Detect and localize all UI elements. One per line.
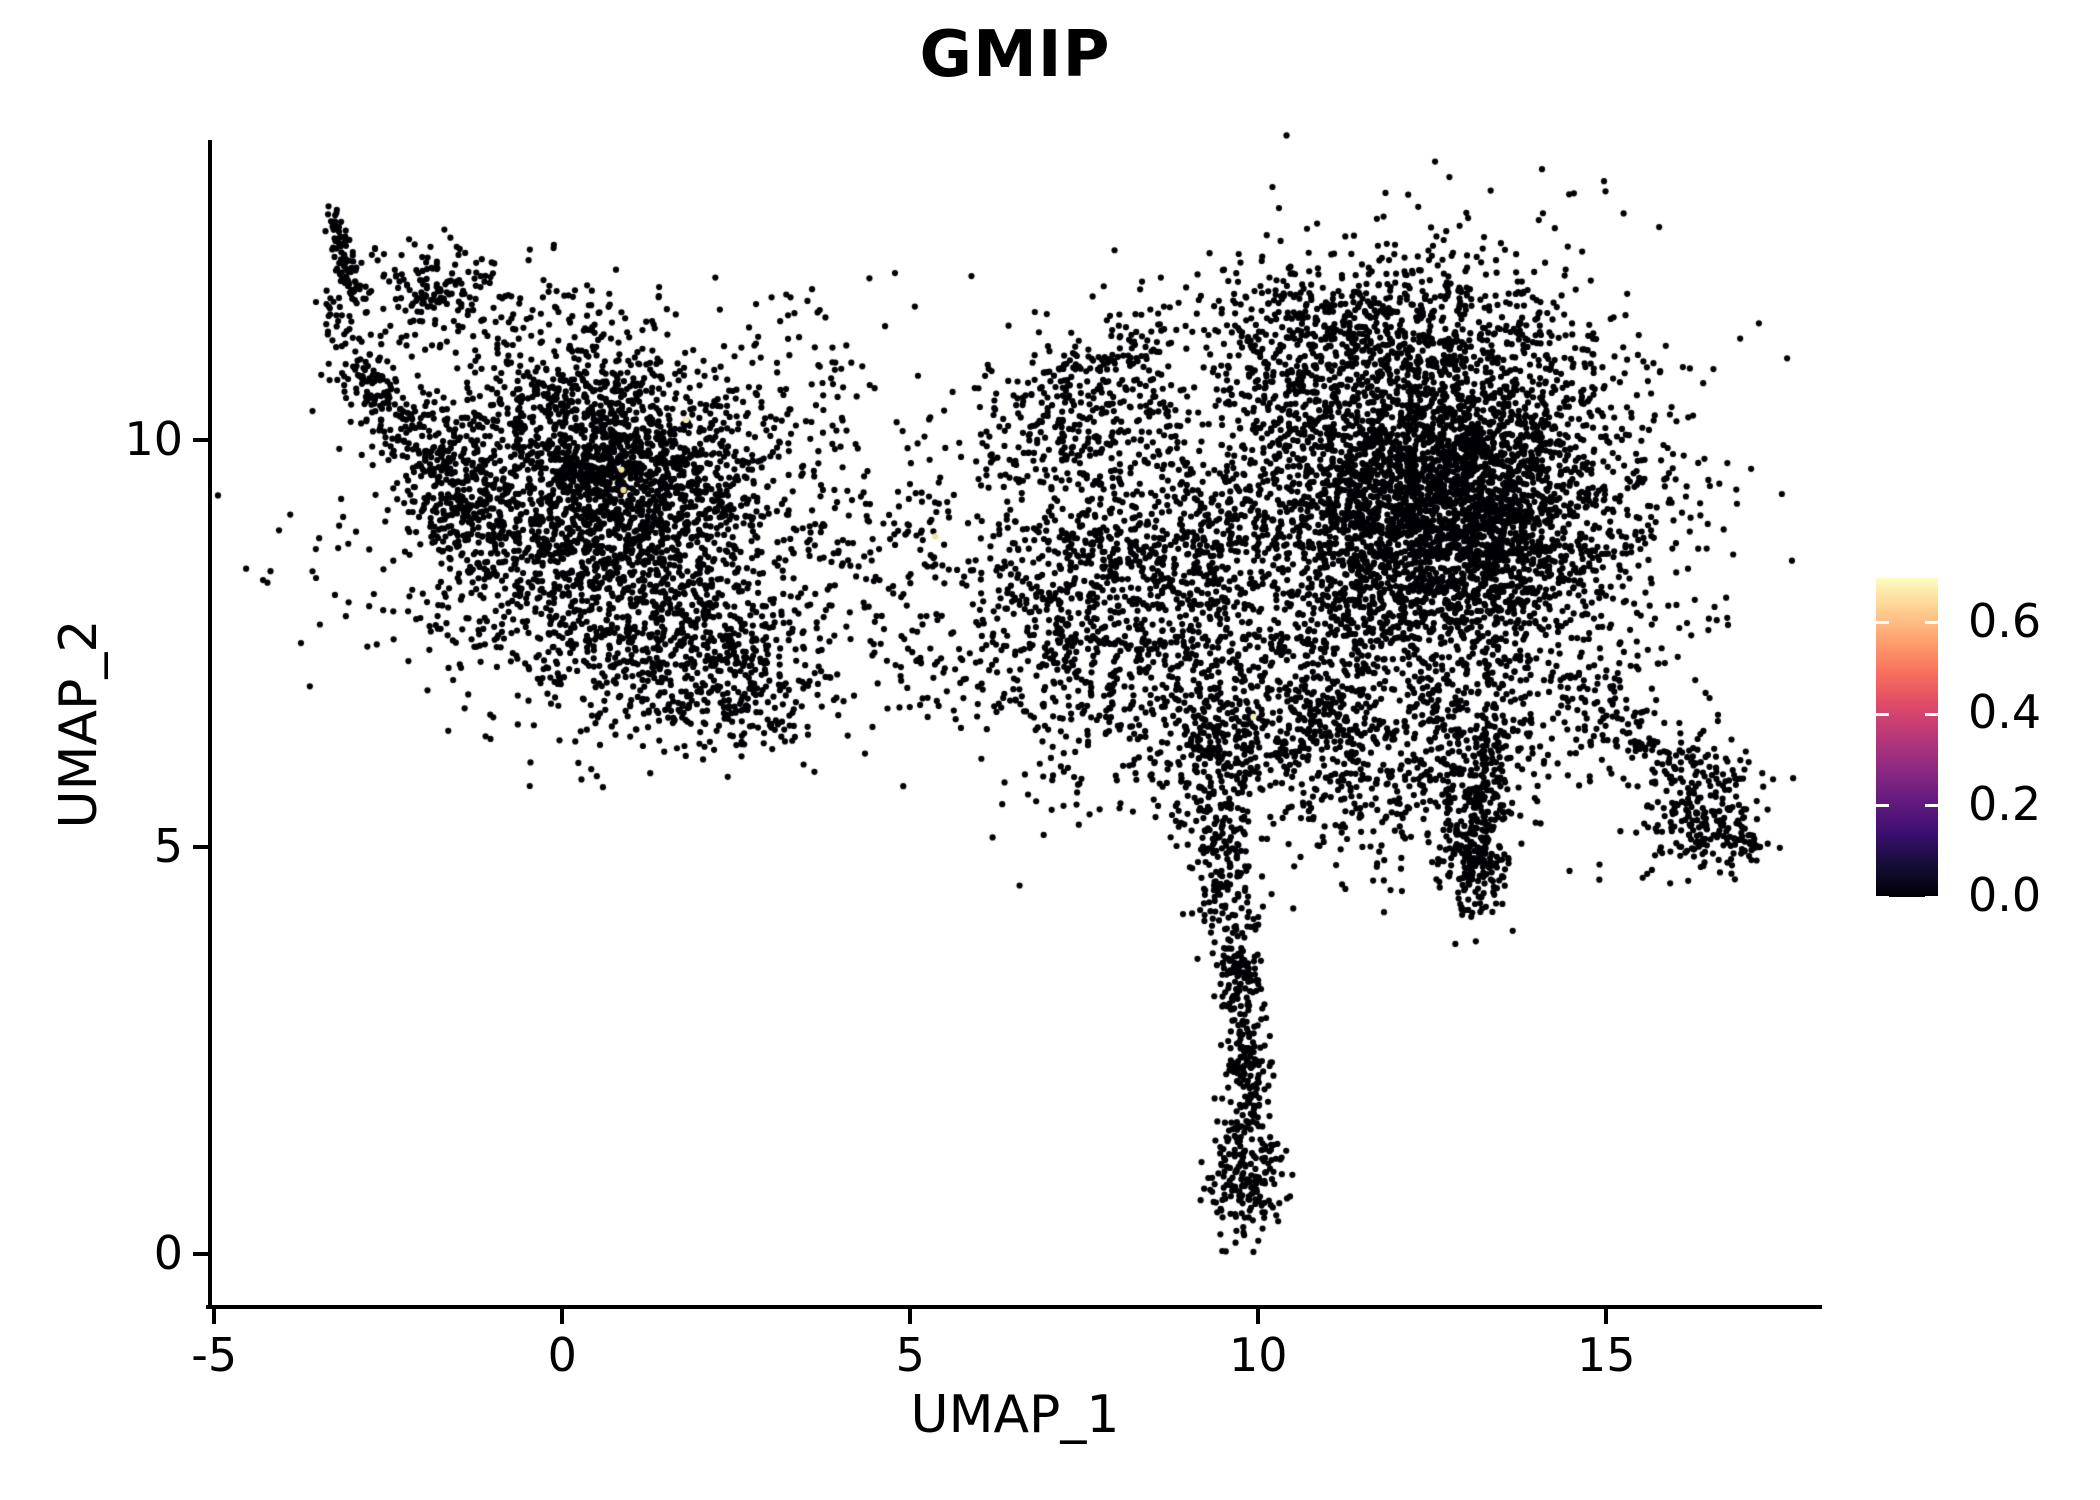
- y-axis-title: UMAP_2: [49, 619, 109, 829]
- colorbar-tick-dash: [1925, 712, 1938, 716]
- x-tick-mark: [1256, 1307, 1261, 1324]
- colorbar-tick-dash: [1925, 895, 1938, 899]
- colorbar-tick-label: 0.2: [1968, 776, 2042, 831]
- y-tick-mark: [193, 438, 210, 443]
- y-tick-label: 5: [153, 819, 183, 874]
- x-tick-mark: [560, 1307, 565, 1324]
- x-tick-mark: [1604, 1307, 1609, 1324]
- colorbar-tick-dash: [1925, 621, 1938, 625]
- colorbar: [1876, 578, 1938, 897]
- colorbar-tick-dash: [1876, 804, 1889, 808]
- x-axis-title: UMAP_1: [910, 1385, 1120, 1445]
- colorbar-tick-label: 0.4: [1968, 685, 2042, 740]
- x-tick-label: -5: [191, 1328, 238, 1382]
- y-tick-label: 10: [124, 412, 183, 467]
- colorbar-tick-dash: [1925, 804, 1938, 808]
- colorbar-tick-label: 0.0: [1968, 868, 2042, 922]
- x-tick-label: 10: [1228, 1328, 1288, 1382]
- colorbar-gradient: [1876, 578, 1938, 897]
- x-axis-line: [206, 1305, 1822, 1309]
- y-axis-line: [208, 140, 212, 1309]
- colorbar-tick-dash: [1876, 712, 1889, 716]
- x-tick-label: 5: [895, 1328, 925, 1382]
- x-tick-label: 0: [547, 1328, 577, 1382]
- y-tick-mark: [193, 845, 210, 850]
- y-tick-mark: [193, 1252, 210, 1257]
- x-tick-mark: [908, 1307, 913, 1324]
- colorbar-tick-dash: [1876, 895, 1889, 899]
- colorbar-tick-dash: [1876, 621, 1889, 625]
- y-tick-label: 0: [153, 1226, 183, 1281]
- x-tick-label: 15: [1577, 1328, 1636, 1382]
- colorbar-tick-label: 0.6: [1968, 593, 2042, 648]
- plot-title: GMIP: [919, 18, 1111, 92]
- x-tick-mark: [212, 1307, 217, 1324]
